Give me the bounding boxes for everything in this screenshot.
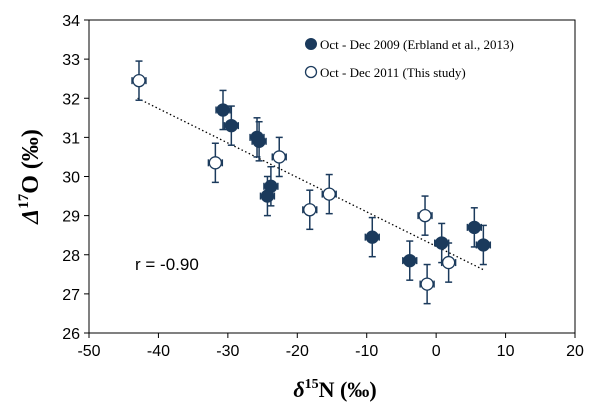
- y-tick-label: 34: [62, 13, 80, 30]
- legend-label-2009: Oct - Dec 2009 (Erbland et al., 2013): [320, 37, 514, 52]
- y-tick-label: 28: [62, 248, 80, 265]
- data-point-2009: [476, 238, 491, 252]
- y-tick-label: 26: [62, 326, 80, 343]
- data-point-2009: [403, 253, 417, 268]
- data-point-2011: [208, 156, 223, 170]
- x-tick-label: -10: [355, 343, 378, 360]
- legend-label-2011: Oct - Dec 2011 (This study): [320, 65, 466, 80]
- data-point-2009: [252, 134, 266, 148]
- y-tick-label: 33: [62, 52, 80, 69]
- data-point-2011: [132, 73, 146, 88]
- y-tick-label: 32: [62, 91, 80, 108]
- x-axis-title: δ15N (‰): [293, 377, 376, 402]
- y-axis-symbol: Δ: [18, 209, 44, 225]
- x-axis-rest: N (‰): [319, 377, 377, 402]
- data-point-2011: [420, 277, 434, 291]
- data-point-2009: [216, 103, 230, 117]
- legend-marker-filled: [305, 38, 317, 50]
- x-tick-label: 20: [566, 343, 584, 360]
- x-tick-label: -20: [286, 343, 309, 360]
- y-tick-label: 27: [62, 287, 80, 304]
- correlation-annotation: r = -0.90: [135, 255, 199, 274]
- y-axis-rest: O (‰): [18, 129, 44, 194]
- trendline: [137, 97, 486, 271]
- x-tick-label: 0: [432, 343, 441, 360]
- trendline-layer: [137, 97, 486, 271]
- y-tick-label: 29: [62, 209, 80, 226]
- x-axis-superscript: 15: [305, 377, 319, 392]
- data-point-2011: [272, 150, 286, 164]
- x-tick-label: -40: [147, 343, 170, 360]
- x-axis-symbol: δ: [293, 377, 304, 402]
- x-tick-label: -50: [77, 343, 100, 360]
- tick-marks: -50 -40 -30 -20 -10 0 10 20 26 27 28 29 30 31 32 33 34: [62, 13, 584, 360]
- x-tick-label: 10: [497, 343, 515, 360]
- data-point-2011: [418, 208, 432, 223]
- data-points: [131, 60, 492, 305]
- data-point-2011: [303, 203, 317, 217]
- y-axis-superscript: 17: [16, 193, 32, 209]
- data-point-2009: [365, 230, 379, 244]
- data-point-2011: [322, 187, 336, 201]
- data-point-2009: [260, 189, 275, 203]
- data-point-2011: [441, 255, 456, 270]
- legend: Oct - Dec 2009 (Erbland et al., 2013) Oc…: [304, 37, 514, 80]
- data-point-2009: [467, 220, 481, 235]
- y-tick-label: 30: [62, 170, 80, 187]
- y-tick-label: 31: [62, 130, 80, 147]
- y-axis-title: Δ17O (‰): [16, 129, 44, 225]
- x-tick-label: -30: [216, 343, 239, 360]
- data-point-2009: [224, 118, 238, 133]
- legend-marker-open: [304, 65, 318, 79]
